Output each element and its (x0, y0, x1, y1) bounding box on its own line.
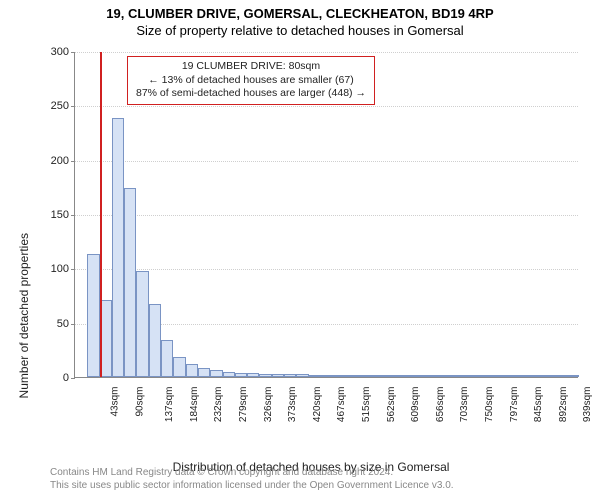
histogram-bar (284, 374, 296, 377)
y-tick-mark (71, 106, 75, 107)
x-tick-label: 892sqm (558, 387, 569, 423)
histogram-bar (493, 375, 505, 377)
histogram-bar (554, 375, 566, 377)
histogram-bar (530, 375, 542, 377)
annotation-box: 19 CLUMBER DRIVE: 80sqm← 13% of detached… (127, 56, 375, 105)
page-title: 19, CLUMBER DRIVE, GOMERSAL, CLECKHEATON… (0, 0, 600, 21)
histogram-bar (382, 375, 394, 377)
x-tick-label: 845sqm (533, 387, 544, 423)
histogram-bar (87, 254, 99, 377)
x-tick-label: 43sqm (110, 387, 121, 417)
y-tick-mark (71, 378, 75, 379)
x-tick-label: 232sqm (214, 387, 225, 423)
histogram-bar (444, 375, 456, 377)
histogram-bar (272, 374, 284, 377)
page-subtitle: Size of property relative to detached ho… (0, 21, 600, 38)
y-tick-mark (71, 52, 75, 53)
histogram-bar (481, 375, 493, 377)
histogram-bar (247, 373, 259, 377)
y-tick-mark (71, 269, 75, 270)
histogram-bar (431, 375, 443, 377)
x-tick-label: 562sqm (386, 387, 397, 423)
histogram-chart: Number of detached properties 19 CLUMBER… (38, 48, 584, 418)
x-tick-label: 750sqm (484, 387, 495, 423)
x-tick-label: 515sqm (361, 387, 372, 423)
histogram-bar (321, 375, 333, 377)
x-tick-label: 797sqm (509, 387, 520, 423)
x-tick-label: 279sqm (238, 387, 249, 423)
histogram-bar (567, 375, 579, 377)
histogram-bar (505, 375, 517, 377)
y-axis-label: Number of detached properties (17, 233, 31, 398)
histogram-bar (542, 375, 554, 377)
y-tick-mark (71, 215, 75, 216)
histogram-bar (186, 364, 198, 377)
histogram-bar (345, 375, 357, 377)
histogram-bar (173, 357, 185, 377)
credit-line-1: Contains HM Land Registry data © Crown c… (50, 466, 454, 479)
histogram-bar (198, 368, 210, 377)
x-tick-label: 939sqm (582, 387, 593, 423)
histogram-bar (456, 375, 468, 377)
reference-line (100, 52, 102, 377)
histogram-bar (136, 271, 148, 377)
histogram-bar (259, 374, 271, 377)
gridline (75, 161, 578, 162)
gridline (75, 106, 578, 107)
histogram-bar (358, 375, 370, 377)
histogram-bar (161, 340, 173, 377)
y-tick-mark (71, 161, 75, 162)
annotation-line: 19 CLUMBER DRIVE: 80sqm (136, 60, 366, 74)
annotation-line: ← 13% of detached houses are smaller (67… (136, 74, 366, 88)
histogram-bar (370, 375, 382, 377)
histogram-bar (235, 373, 247, 377)
histogram-bar (309, 375, 321, 377)
histogram-bar (407, 375, 419, 377)
histogram-bar (149, 304, 161, 377)
credits: Contains HM Land Registry data © Crown c… (50, 466, 454, 492)
y-tick-mark (71, 324, 75, 325)
histogram-bar (468, 375, 480, 377)
gridline (75, 269, 578, 270)
histogram-bar (210, 370, 222, 377)
histogram-bar (124, 188, 136, 377)
x-tick-label: 420sqm (312, 387, 323, 423)
x-tick-label: 656sqm (435, 387, 446, 423)
x-tick-label: 184sqm (189, 387, 200, 423)
histogram-bar (333, 375, 345, 377)
gridline (75, 52, 578, 53)
histogram-bar (395, 375, 407, 377)
histogram-bar (223, 372, 235, 377)
x-tick-label: 90sqm (134, 387, 145, 417)
annotation-line: 87% of semi-detached houses are larger (… (136, 87, 366, 101)
x-tick-label: 373sqm (287, 387, 298, 423)
x-tick-label: 609sqm (410, 387, 421, 423)
histogram-bar (419, 375, 431, 377)
x-tick-label: 467sqm (336, 387, 347, 423)
x-tick-label: 326sqm (263, 387, 274, 423)
x-tick-label: 137sqm (164, 387, 175, 423)
histogram-bar (296, 374, 308, 377)
credit-line-2: This site uses public sector information… (50, 479, 454, 492)
plot-area: 19 CLUMBER DRIVE: 80sqm← 13% of detached… (74, 52, 578, 378)
histogram-bar (518, 375, 530, 377)
gridline (75, 215, 578, 216)
x-tick-label: 703sqm (459, 387, 470, 423)
histogram-bar (112, 118, 124, 377)
